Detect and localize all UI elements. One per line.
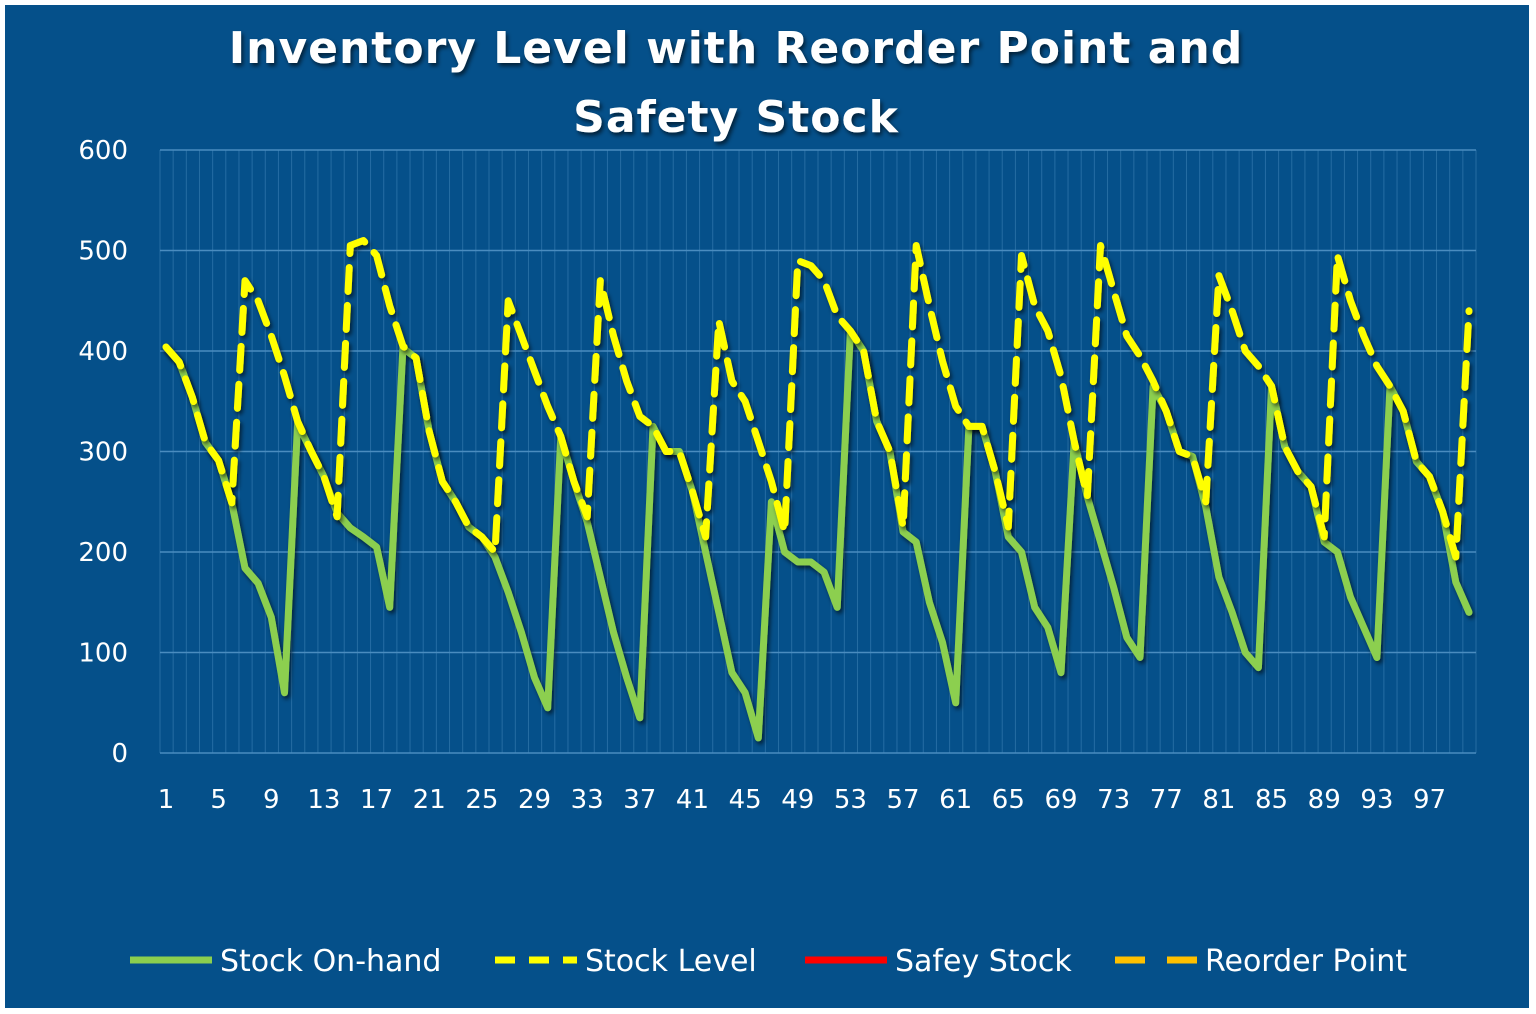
y-tick-label: 0 [111,739,128,769]
legend-label: Reorder Point [1205,944,1407,979]
x-tick-label: 1 [158,785,175,815]
x-tick-label: 13 [307,785,340,815]
x-tick-label: 45 [729,785,762,815]
x-tick-label: 69 [1044,785,1077,815]
legend-label: Stock Level [585,944,757,979]
legend-label: Stock On-hand [220,944,441,979]
chart-title-line-1: Inventory Level with Reorder Point and [229,23,1243,74]
x-tick-label: 77 [1150,785,1183,815]
x-tick-label: 5 [210,785,227,815]
x-tick-label: 85 [1255,785,1288,815]
x-tick-label: 73 [1097,785,1130,815]
x-tick-label: 21 [413,785,446,815]
x-tick-label: 93 [1360,785,1393,815]
x-tick-label: 53 [834,785,867,815]
x-tick-label: 41 [676,785,709,815]
x-tick-label: 97 [1413,785,1446,815]
x-tick-label: 29 [518,785,551,815]
x-tick-label: 49 [781,785,814,815]
series-line-stock-on-hand [162,327,1473,742]
x-tick-label: 89 [1308,785,1341,815]
x-tick-label: 61 [939,785,972,815]
series-line-stock-level [162,237,1473,561]
legend-label: Safey Stock [895,944,1072,979]
x-tick-label: 33 [571,785,604,815]
x-tick-label: 17 [360,785,393,815]
x-tick-label: 37 [623,785,656,815]
x-tick-label: 57 [887,785,920,815]
x-tick-label: 65 [992,785,1025,815]
y-tick-label: 300 [78,438,128,468]
y-tick-label: 100 [78,639,128,669]
y-tick-label: 400 [78,337,128,367]
x-tick-label: 9 [263,785,280,815]
x-tick-label: 81 [1202,785,1235,815]
y-tick-label: 500 [78,237,128,267]
chart-title-line-2: Safety Stock [573,92,899,143]
y-tick-label: 200 [78,538,128,568]
x-tick-label: 25 [465,785,498,815]
y-tick-label: 600 [78,136,128,166]
chart-background [5,5,1529,1008]
